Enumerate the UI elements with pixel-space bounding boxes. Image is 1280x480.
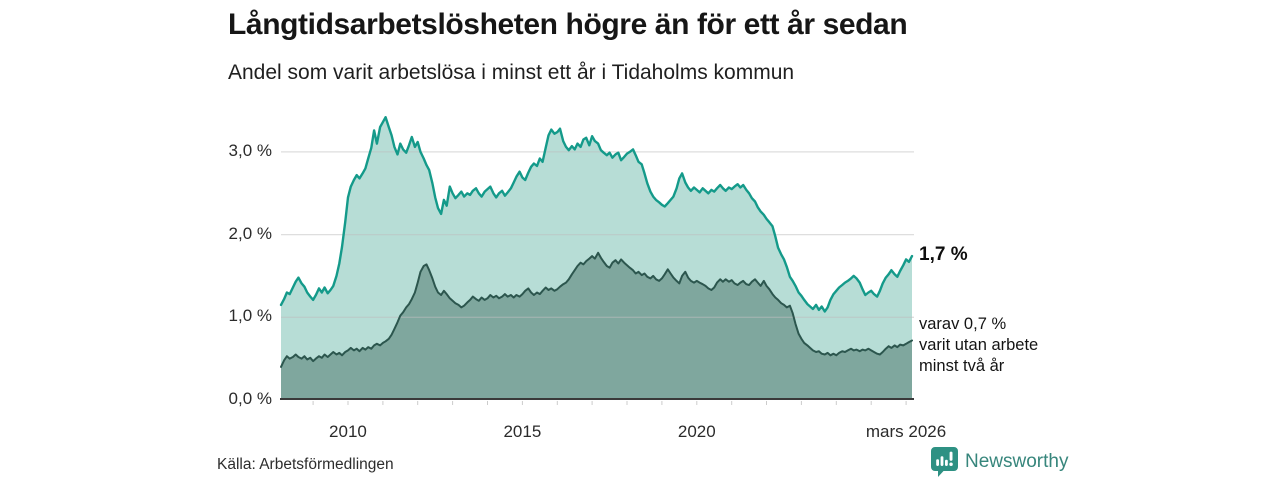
series-1-area (281, 252, 912, 400)
chart-title: Långtidsarbetslösheten högre än för ett … (228, 8, 908, 41)
series-0-line (279, 116, 914, 313)
series-1-line (280, 251, 913, 368)
newsworthy-brand: Newsworthy (931, 447, 1068, 477)
latest-value-label: 1,7 % (919, 244, 968, 265)
x-axis-tick-label: 2010 (329, 422, 367, 441)
y-axis-tick-label: 3,0 % (228, 140, 272, 160)
chart-subtitle: Andel som varit arbetslösa i minst ett å… (228, 61, 795, 84)
x-axis-tick-label: 2015 (503, 422, 542, 441)
y-axis-tick-label: 2,0 % (228, 223, 272, 243)
newsworthy-logo-icon (931, 447, 958, 477)
newsworthy-wordmark: Newsworthy (965, 451, 1069, 472)
x-axis-tick-label: mars 2026 (865, 422, 947, 441)
source-caption: Källa: Arbetsförmedlingen (217, 456, 394, 473)
y-axis-tick-label: 0,0 % (228, 389, 272, 408)
secondary-value-label: varav 0,7 % varit utan arbete minst två … (919, 315, 1039, 375)
y-axis-tick-label: 1,0 % (228, 306, 272, 326)
x-axis-tick-label: 2020 (677, 422, 716, 441)
